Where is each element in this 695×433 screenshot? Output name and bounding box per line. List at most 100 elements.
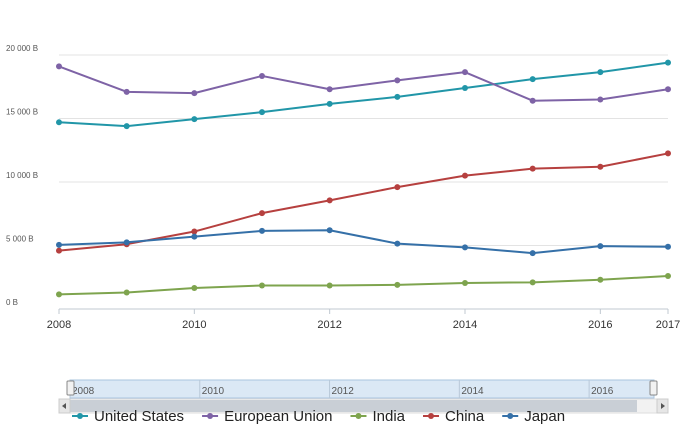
data-point-european-union[interactable] — [259, 72, 265, 79]
data-point-european-union[interactable] — [56, 63, 62, 70]
data-point-united-states[interactable] — [529, 76, 536, 83]
data-point-india[interactable] — [529, 279, 536, 286]
data-point-united-states[interactable] — [462, 85, 468, 92]
legend-item-european-union[interactable]: European Union — [202, 408, 332, 425]
data-point-japan[interactable] — [462, 244, 468, 251]
legend-label: India — [372, 408, 405, 425]
data-point-japan[interactable] — [326, 227, 333, 234]
data-point-united-states[interactable] — [326, 100, 333, 107]
data-point-china[interactable] — [56, 247, 62, 254]
data-point-india[interactable] — [394, 281, 401, 288]
data-point-european-union[interactable] — [191, 90, 198, 97]
data-point-china[interactable] — [191, 228, 198, 235]
data-point-china[interactable] — [529, 165, 536, 172]
data-point-india[interactable] — [326, 282, 333, 289]
arrow-right-icon — [661, 403, 665, 409]
navigator-left-handle[interactable] — [66, 380, 75, 396]
navigator-tick-label: 2012 — [332, 386, 355, 397]
legend-swatch-marker — [77, 413, 83, 419]
arrow-left-icon — [62, 403, 66, 409]
navigator-tick-label: 2010 — [202, 386, 225, 397]
x-tick-label: 2008 — [47, 319, 71, 331]
data-point-european-union[interactable] — [123, 88, 130, 95]
legend-item-united-states[interactable]: United States — [72, 408, 184, 425]
data-point-india[interactable] — [123, 289, 130, 296]
navigator-tick-label: 2014 — [461, 386, 484, 397]
navigator-tick-label: 2008 — [72, 386, 95, 397]
y-tick-label: 0 B — [6, 298, 18, 307]
y-axis-ticks: 0 B 5 000 B 10 000 B 15 000 B 20 000 B — [6, 44, 38, 307]
data-point-united-states[interactable] — [259, 109, 265, 116]
y-tick-label: 10 000 B — [6, 171, 38, 180]
data-point-united-states[interactable] — [191, 116, 198, 123]
series-group — [56, 59, 671, 298]
data-point-japan[interactable] — [123, 239, 130, 246]
data-point-china[interactable] — [665, 150, 671, 157]
data-point-india[interactable] — [259, 282, 265, 289]
x-tick-label: 2016 — [588, 319, 612, 331]
navigator-selection[interactable] — [69, 379, 655, 399]
legend: United States European Union India China Jap… — [72, 408, 565, 425]
series-line-japan — [58, 229, 669, 255]
scrollbar[interactable] — [58, 398, 669, 414]
legend-item-japan[interactable]: Japan — [502, 408, 565, 425]
data-point-india[interactable] — [56, 291, 62, 298]
data-point-india[interactable] — [191, 285, 198, 292]
legend-label: European Union — [224, 408, 332, 425]
series-line-united-states — [58, 61, 669, 128]
x-axis: 2008 2010 2012 2014 2016 2017 — [47, 308, 680, 331]
data-point-european-union[interactable] — [665, 86, 671, 93]
data-point-european-union[interactable] — [326, 86, 333, 93]
legend-label: United States — [94, 408, 184, 425]
data-point-india[interactable] — [597, 276, 604, 283]
scrollbar-thumb[interactable] — [70, 400, 637, 412]
data-point-japan[interactable] — [529, 250, 536, 257]
series-line-china — [58, 152, 669, 252]
navigator-right-handle[interactable] — [649, 380, 658, 396]
data-point-european-union[interactable] — [529, 97, 536, 104]
data-point-japan[interactable] — [191, 233, 198, 240]
data-point-china[interactable] — [326, 197, 333, 204]
data-point-india[interactable] — [665, 272, 671, 279]
data-point-european-union[interactable] — [597, 96, 604, 103]
data-point-united-states[interactable] — [56, 119, 62, 126]
y-tick-label: 20 000 B — [6, 44, 38, 53]
data-point-china[interactable] — [259, 210, 265, 217]
series-line-european-union — [58, 65, 669, 102]
data-point-european-union[interactable] — [394, 77, 401, 84]
legend-item-india[interactable]: India — [350, 408, 406, 425]
x-tick-label: 2017 — [656, 319, 680, 331]
navigator[interactable]: 2008 2010 2012 2014 2016 — [66, 379, 658, 399]
data-point-european-union[interactable] — [462, 69, 468, 76]
data-point-japan[interactable] — [56, 241, 62, 248]
legend-item-china[interactable]: China — [423, 408, 485, 425]
x-tick-label: 2010 — [182, 319, 206, 331]
data-point-united-states[interactable] — [123, 123, 130, 130]
y-tick-label: 5 000 B — [6, 235, 34, 244]
legend-swatch-marker — [207, 413, 214, 419]
series-line-india — [58, 274, 669, 296]
y-tick-label: 15 000 B — [6, 108, 38, 117]
data-point-japan[interactable] — [259, 227, 265, 234]
grid-lines — [59, 54, 668, 246]
data-point-china[interactable] — [394, 184, 401, 191]
data-point-japan[interactable] — [597, 243, 604, 250]
data-point-japan[interactable] — [665, 243, 671, 250]
data-point-united-states[interactable] — [394, 93, 401, 100]
data-point-china[interactable] — [597, 163, 604, 170]
data-point-united-states[interactable] — [665, 59, 671, 66]
data-point-china[interactable] — [462, 172, 468, 179]
legend-swatch-marker — [355, 413, 362, 419]
x-tick-label: 2012 — [317, 319, 341, 331]
legend-label: China — [445, 408, 485, 425]
legend-swatch-marker — [428, 413, 435, 419]
x-tick-label: 2014 — [453, 319, 477, 331]
legend-label: Japan — [524, 408, 565, 425]
navigator-tick-label: 2016 — [591, 386, 614, 397]
legend-swatch-marker — [507, 413, 514, 419]
data-point-japan[interactable] — [394, 240, 401, 247]
data-point-united-states[interactable] — [597, 69, 604, 76]
navigator-ticks: 2008 2010 2012 2014 2016 — [69, 380, 614, 398]
data-point-india[interactable] — [462, 279, 468, 286]
